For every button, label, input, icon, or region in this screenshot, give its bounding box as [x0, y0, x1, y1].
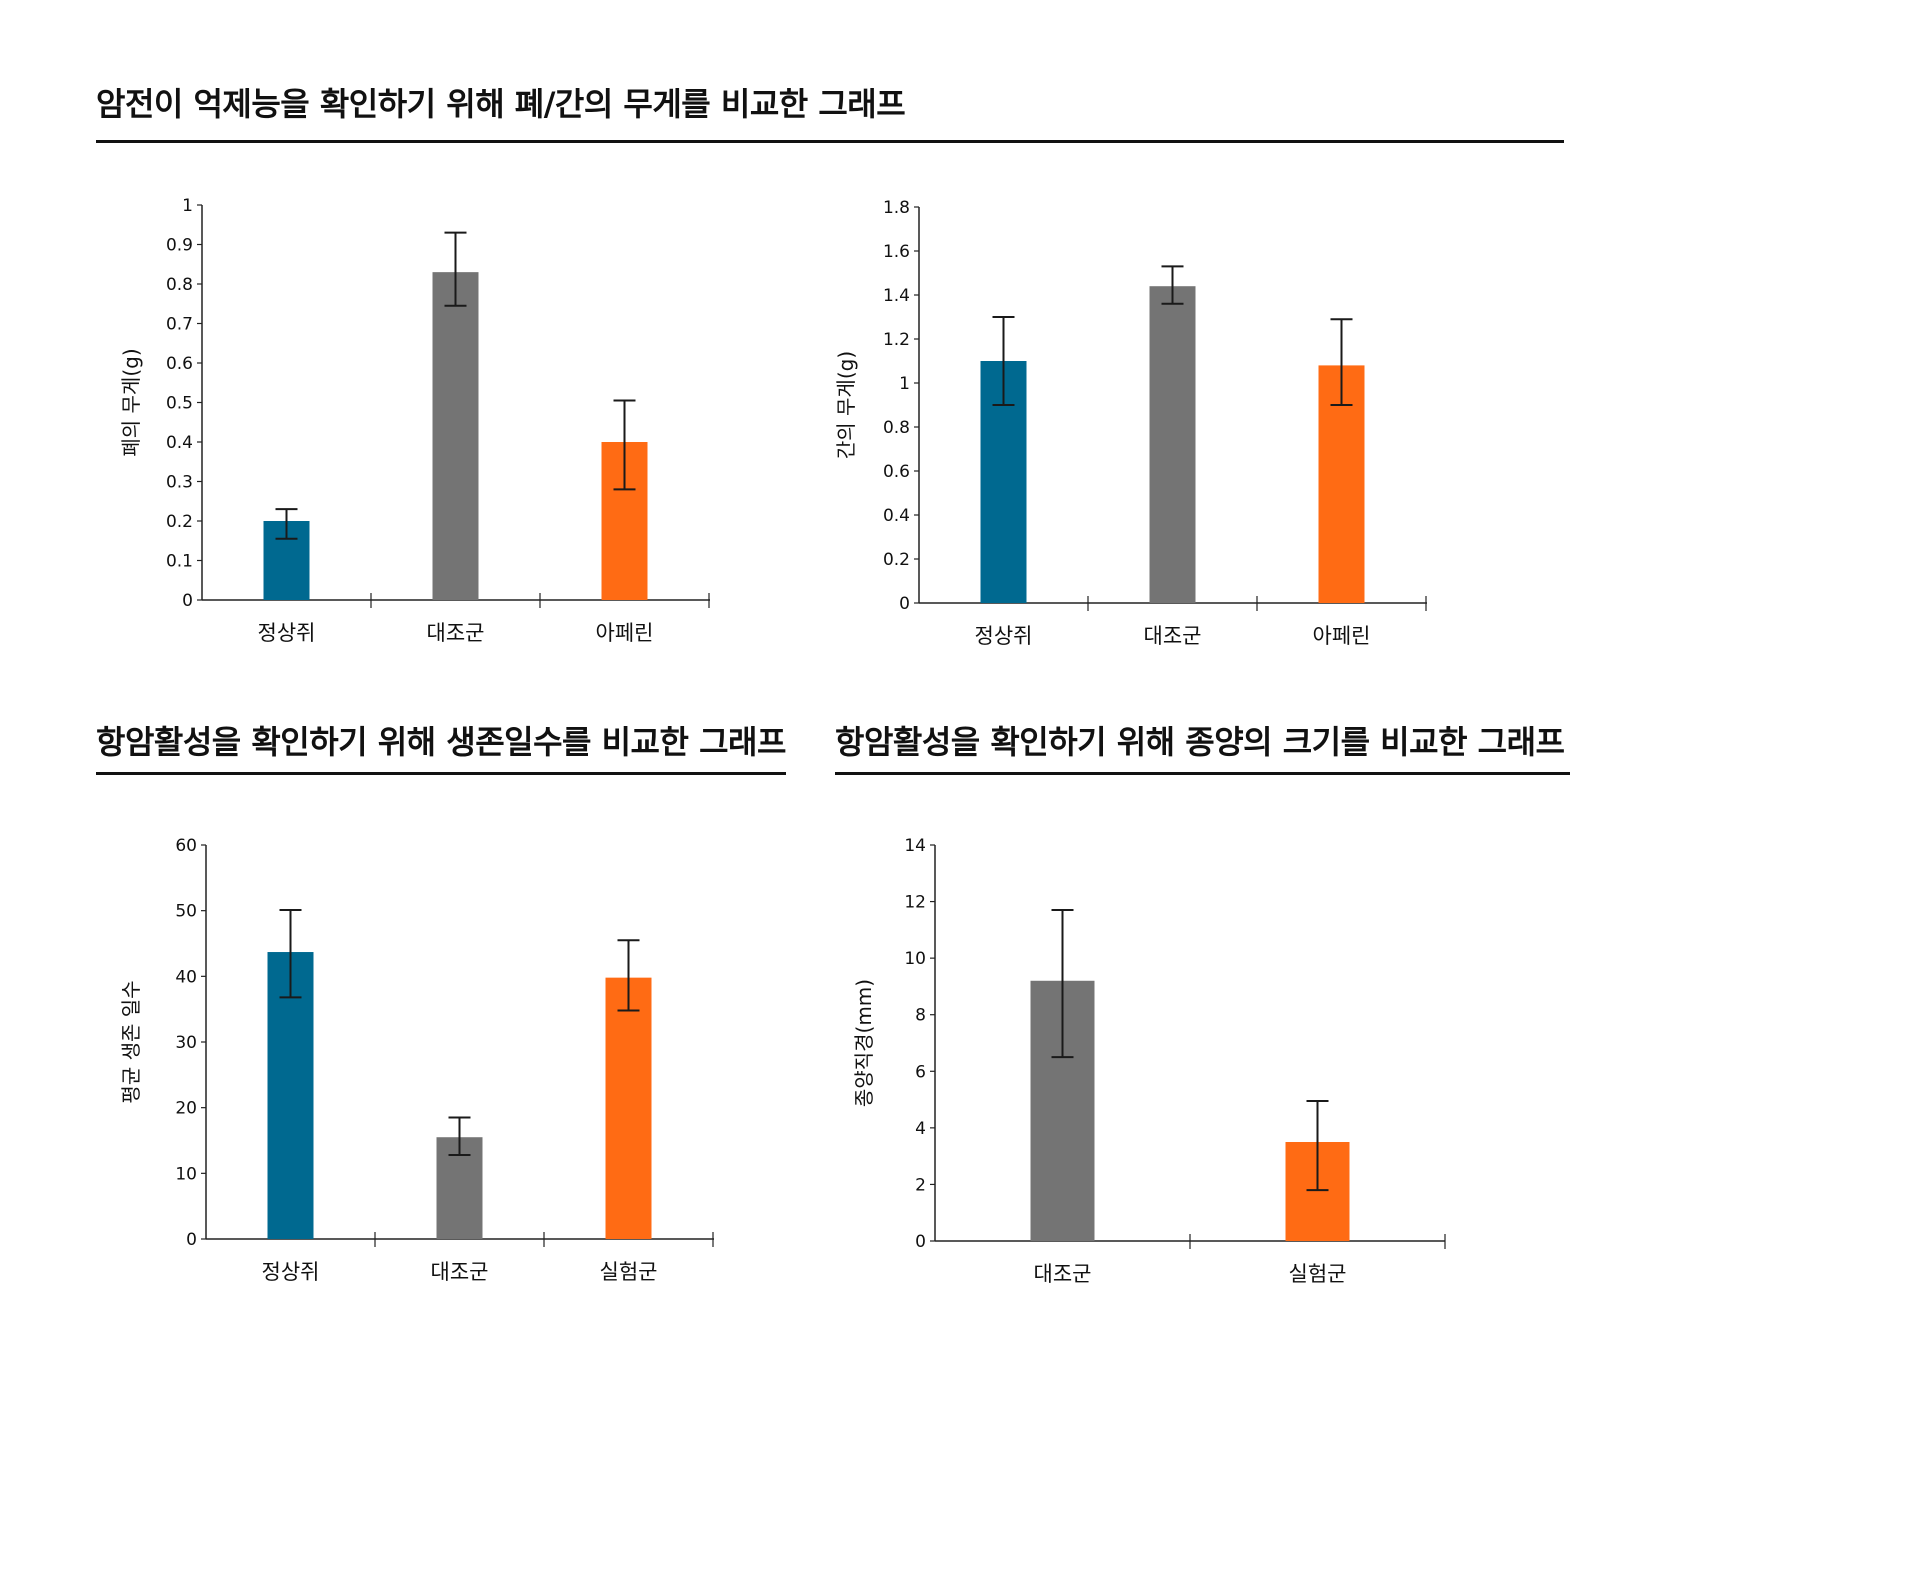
y-tick-label: 2	[915, 1175, 926, 1195]
x-category-label: 대조군	[427, 621, 485, 645]
y-axis-title: 폐의 무게(g)	[119, 348, 143, 456]
y-tick-label: 10	[904, 949, 926, 969]
y-tick-label: 0.9	[166, 236, 193, 256]
lung-weight-chart: 0 0.1 0.2 0.3 0.4 0.5 0.6 0.7 0.8 0.9 1 폐의 무게(g) 정상쥐…	[119, 196, 710, 645]
y-axis-title: 간의 무게(g)	[834, 351, 858, 459]
x-category-label: 정상쥐	[975, 624, 1033, 648]
y-tick-label: 0.4	[883, 506, 910, 526]
y-tick-label: 0.4	[166, 433, 193, 453]
y-tick-label: 1.8	[883, 198, 910, 218]
x-category-label: 대조군	[1034, 1262, 1092, 1286]
bar	[1149, 286, 1196, 603]
y-tick-label: 6	[915, 1062, 926, 1082]
y-tick-label: 1	[899, 374, 910, 394]
y-tick-label: 0.6	[883, 462, 910, 482]
bar	[432, 272, 479, 600]
y-axis-title: 평균 생존 일수	[119, 980, 143, 1103]
y-tick-label: 4	[915, 1119, 926, 1139]
y-tick-label: 0.2	[883, 550, 910, 570]
x-category-label: 아페린	[596, 621, 654, 645]
x-category-label: 대조군	[1144, 624, 1202, 648]
section-rule-weight	[96, 140, 1564, 143]
y-tick-label: 1	[182, 196, 193, 216]
y-tick-label: 0.2	[166, 512, 193, 532]
y-tick-label: 0.6	[166, 354, 193, 374]
y-tick-label: 30	[175, 1033, 197, 1053]
x-category-label: 아페린	[1313, 624, 1371, 648]
x-category-label: 실험군	[600, 1260, 658, 1284]
y-tick-label: 0.3	[166, 473, 193, 493]
x-category-label: 실험군	[1289, 1262, 1347, 1286]
y-tick-label: 60	[175, 836, 197, 856]
y-tick-label: 40	[175, 967, 197, 987]
y-tick-label: 0	[915, 1232, 926, 1252]
section-title-survival: 항암활성을 확인하기 위해 생존일수를 비교한 그래프	[96, 723, 786, 761]
y-tick-label: 12	[904, 893, 926, 913]
x-category-label: 대조군	[431, 1260, 489, 1284]
y-tick-label: 1.2	[883, 330, 910, 350]
y-tick-label: 0	[186, 1230, 197, 1250]
y-tick-label: 0.1	[166, 552, 193, 572]
x-category-label: 정상쥐	[262, 1260, 320, 1284]
y-tick-label: 10	[175, 1164, 197, 1184]
y-tick-label: 50	[175, 902, 197, 922]
section-rule-survival	[96, 772, 786, 775]
y-tick-label: 8	[915, 1006, 926, 1026]
y-tick-label: 1.6	[883, 242, 910, 262]
y-tick-label: 20	[175, 1099, 197, 1119]
y-axis-title: 종양직경(mm)	[852, 979, 876, 1107]
y-tick-label: 14	[904, 836, 926, 856]
liver-weight-chart: 0 0.2 0.4 0.6 0.8 1 1.2 1.4 1.6 1.8 간의 무게(g) 정상쥐 대조군…	[834, 198, 1427, 648]
y-tick-label: 0.8	[166, 275, 193, 295]
x-category-label: 정상쥐	[258, 621, 316, 645]
y-tick-label: 0.5	[166, 394, 193, 414]
y-tick-label: 1.4	[883, 286, 910, 306]
y-tick-label: 0	[899, 594, 910, 614]
y-tick-label: 0	[182, 591, 193, 611]
bar	[267, 952, 314, 1239]
bar	[605, 977, 652, 1239]
section-title-weight: 암전이 억제능을 확인하기 위해 폐/간의 무게를 비교한 그래프	[96, 85, 906, 123]
section-rule-tumor	[835, 772, 1570, 775]
y-tick-label: 0.8	[883, 418, 910, 438]
section-title-tumor: 항암활성을 확인하기 위해 종양의 크기를 비교한 그래프	[835, 723, 1565, 761]
tumor-diameter-chart: 0 2 4 6 8 10 12 14 종양직경(mm) 대조군 실험군	[852, 836, 1446, 1286]
y-tick-label: 0.7	[166, 315, 193, 335]
